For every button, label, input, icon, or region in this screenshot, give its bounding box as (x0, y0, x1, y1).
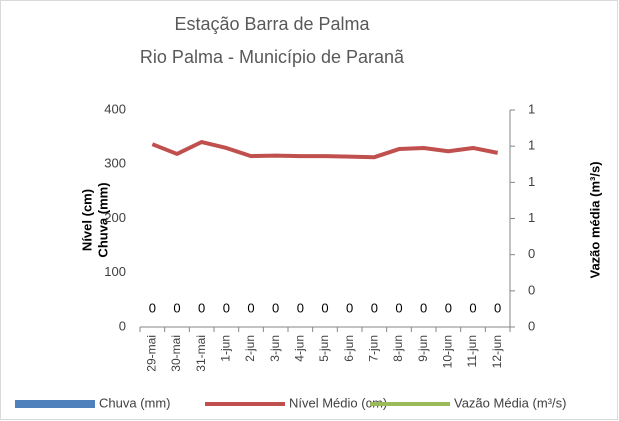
y-tick-label: 0 (119, 318, 126, 333)
data-label: 0 (346, 300, 353, 315)
x-tick-label: 9-jun (416, 335, 430, 362)
data-label: 0 (272, 300, 279, 315)
x-tick-label: 1-jun (219, 335, 233, 362)
x-tick-label: 12-jun (490, 335, 504, 368)
chart-title: Estação Barra de Palma (174, 14, 370, 34)
chart-subtitle: Rio Palma - Município de Paranã (140, 47, 405, 67)
data-label: 0 (371, 300, 378, 315)
y2-tick-label: 0 (528, 282, 535, 297)
legend-swatch (15, 400, 95, 408)
y-tick-label: 100 (104, 264, 126, 279)
y2-tick-label: 1 (528, 101, 535, 116)
x-tick-label: 6-jun (342, 335, 356, 362)
data-label: 0 (247, 300, 254, 315)
x-tick-label: 2-jun (243, 335, 257, 362)
legend-label: Chuva (mm) (99, 395, 171, 410)
x-tick-label: 4-jun (293, 335, 307, 362)
data-label: 0 (445, 300, 452, 315)
x-tick-label: 10-jun (441, 335, 455, 368)
data-label: 0 (198, 300, 205, 315)
y-axis-title: Chuva (mm) (95, 182, 110, 257)
y-axis-title: Nível (cm) (79, 189, 94, 251)
y2-tick-label: 0 (528, 246, 535, 261)
y-tick-label: 300 (104, 156, 126, 171)
legend-label: Vazão Média (m³/s) (454, 395, 566, 410)
legend-label: Nível Médio (cm) (289, 395, 387, 410)
y-tick-label: 400 (104, 101, 126, 116)
x-tick-label: 30-mai (169, 335, 183, 372)
data-label: 0 (469, 300, 476, 315)
data-label: 0 (223, 300, 230, 315)
y2-tick-label: 0 (528, 318, 535, 333)
data-label: 0 (395, 300, 402, 315)
data-label: 0 (173, 300, 180, 315)
y2-tick-label: 1 (528, 138, 535, 153)
data-label: 0 (149, 300, 156, 315)
data-label: 0 (321, 300, 328, 315)
y2-tick-label: 1 (528, 174, 535, 189)
y2-axis-title: Vazão média (m³/s) (587, 161, 602, 278)
x-tick-label: 8-jun (391, 335, 405, 362)
line (151, 140, 499, 160)
data-label: 0 (297, 300, 304, 315)
x-tick-label: 3-jun (268, 335, 282, 362)
data-label: 0 (420, 300, 427, 315)
y-tick-label: 200 (104, 210, 126, 225)
x-tick-label: 31-mai (194, 335, 208, 372)
x-tick-label: 29-mai (145, 335, 159, 372)
x-tick-label: 11-jun (465, 335, 479, 367)
y2-tick-label: 1 (528, 210, 535, 225)
data-label: 0 (494, 300, 501, 315)
x-tick-label: 7-jun (367, 335, 381, 362)
x-tick-label: 5-jun (317, 335, 331, 362)
